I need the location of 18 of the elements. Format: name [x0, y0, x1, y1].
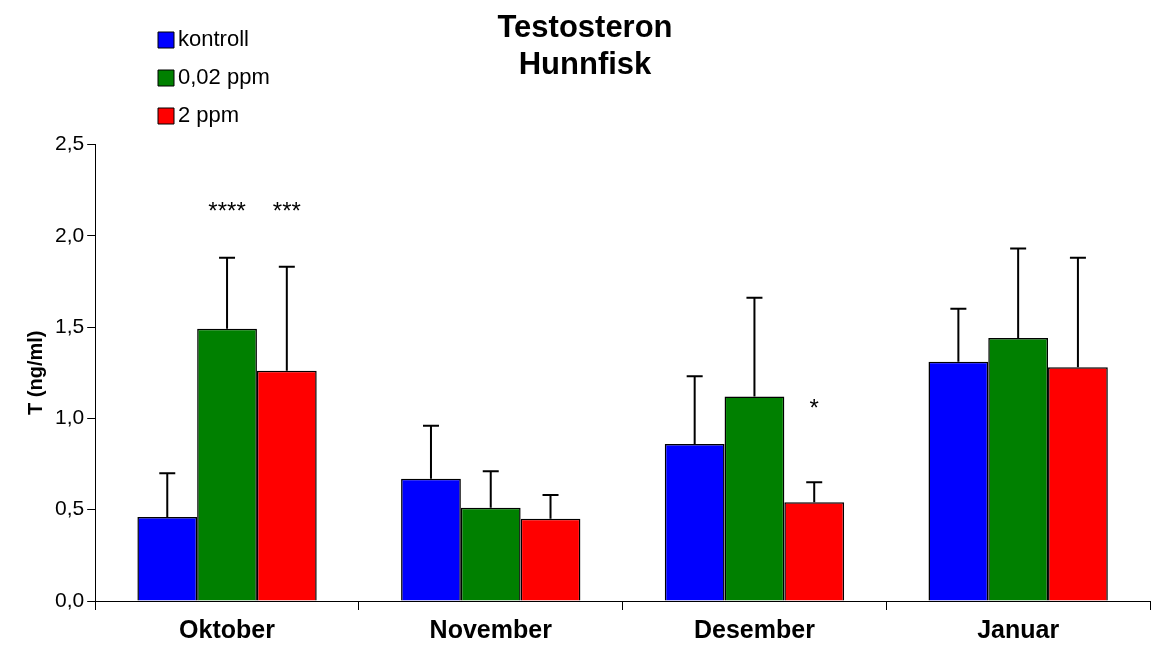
- annotation: ***: [272, 196, 301, 224]
- y-tick-label: 2,0: [54, 222, 85, 246]
- y-tick-label: 1,5: [54, 313, 85, 337]
- y-axis-title: T (ng/ml): [23, 330, 46, 415]
- y-tick-label: 0,5: [54, 496, 85, 520]
- legend-label: 2 ppm: [178, 102, 240, 128]
- legend-label: 0,02 ppm: [178, 64, 270, 90]
- y-tick-label: 2,5: [54, 131, 85, 155]
- chart-title: Testosteron Hunnfisk: [497, 9, 673, 82]
- x-tick-label: Desember: [693, 614, 816, 643]
- x-tick-label: Oktober: [179, 614, 276, 643]
- legend-label: kontroll: [178, 26, 249, 52]
- x-tick-label: Januar: [977, 614, 1060, 643]
- y-tick-label: 1,0: [54, 405, 85, 429]
- y-tick-label: 0,0: [54, 587, 85, 611]
- annotation: *: [809, 393, 819, 421]
- x-tick-label: November: [429, 614, 553, 643]
- annotation: ****: [208, 196, 246, 224]
